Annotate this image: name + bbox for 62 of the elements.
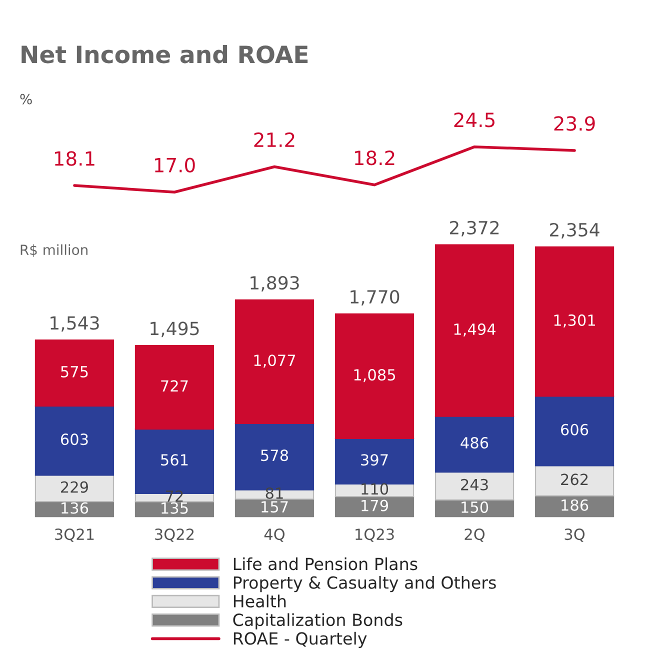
data-label: 150 [462, 501, 488, 513]
legend-label: ROAE - Quartely [234, 632, 367, 648]
total-label: 2,372 [450, 220, 499, 236]
y-axis-title: R$ million [20, 244, 88, 257]
bar [134, 345, 214, 430]
data-label: 17.0 [154, 158, 195, 172]
legend-label: Property & Casualty and Others [234, 576, 496, 592]
data-label: 606 [561, 424, 588, 436]
bar [334, 438, 414, 485]
total-label: 1,893 [250, 276, 299, 292]
total-label: 2,354 [550, 222, 600, 238]
x-tick-label: 4Q [264, 528, 285, 542]
total-label: 1,495 [150, 322, 199, 338]
bar [34, 340, 114, 407]
data-label: 575 [61, 366, 88, 378]
data-label: 1,494 [454, 323, 496, 337]
bar [334, 313, 414, 439]
data-label: 397 [361, 454, 388, 466]
data-label: 1,301 [554, 314, 595, 328]
x-tick-label: 3Q [564, 528, 585, 542]
data-label: 136 [62, 502, 88, 514]
y-axis-title: % [20, 94, 32, 104]
bar [434, 471, 514, 500]
x-tick-label: 2Q [464, 528, 485, 542]
data-label: 486 [460, 437, 488, 449]
bar [534, 465, 614, 496]
data-label: 561 [161, 454, 188, 466]
data-label: 1,085 [354, 369, 396, 382]
data-label: 262 [561, 474, 588, 486]
data-label: 727 [161, 380, 188, 392]
data-label: 24.5 [454, 112, 494, 128]
data-label: 186 [562, 499, 588, 511]
data-label: 81 [266, 487, 283, 499]
bar [434, 416, 514, 473]
data-label: 135 [162, 502, 188, 514]
x-tick-label: 3Q21 [55, 528, 94, 542]
data-label: 23.9 [554, 116, 595, 131]
data-label: 110 [362, 483, 388, 495]
x-tick-label: 3Q22 [155, 528, 194, 542]
data-label: 157 [262, 501, 288, 513]
data-label: 179 [362, 500, 388, 512]
data-label: 21.2 [254, 132, 294, 147]
legend-label: Health [234, 594, 286, 608]
total-label: 1,770 [350, 290, 400, 306]
data-label: 18.2 [354, 150, 394, 166]
bar [34, 474, 114, 502]
legend-label: Life and Pension Plans [234, 557, 418, 570]
total-label: 1,543 [50, 316, 99, 332]
data-label: 243 [461, 478, 488, 490]
data-label: 603 [60, 434, 88, 446]
data-label: 18.1 [54, 151, 94, 166]
bar [34, 406, 114, 476]
data-label: 1,077 [254, 354, 296, 368]
bar [434, 244, 514, 417]
data-label: 578 [261, 450, 288, 462]
legend-label: Capitalization Bonds [233, 613, 402, 630]
bar [534, 396, 614, 466]
bar [534, 246, 614, 397]
bar [234, 299, 314, 424]
x-tick-label: 1Q23 [356, 528, 394, 542]
chart-title: Net Income and ROAE [22, 45, 308, 64]
data-label: 229 [61, 481, 88, 493]
